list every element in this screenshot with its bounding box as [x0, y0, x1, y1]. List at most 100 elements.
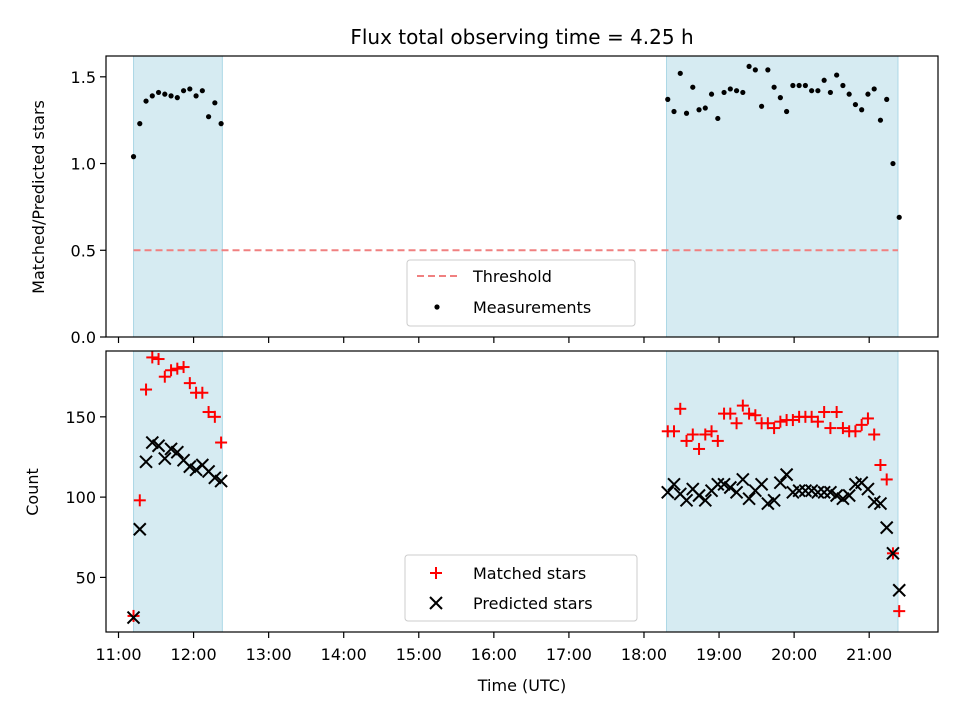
measurement-point — [218, 121, 224, 127]
observing-window-1 — [666, 55, 899, 338]
measurement-point — [715, 115, 721, 122]
predicted-star-point — [873, 496, 888, 511]
predicted-star-point — [736, 472, 750, 487]
measurement-point — [896, 214, 902, 220]
measurement-point — [130, 154, 137, 160]
measurement-point — [683, 110, 690, 116]
matched-star-point — [811, 415, 824, 428]
predicted-star-point — [208, 471, 222, 485]
predicted-star-point — [679, 493, 694, 508]
bottom-plot-frame — [105, 350, 939, 633]
measurement-point — [765, 67, 771, 73]
measurement-point — [137, 121, 143, 127]
predicted-star-point — [183, 459, 197, 474]
bottom-legend-matched-label: Matched stars — [473, 564, 586, 583]
measurement-point — [727, 86, 733, 92]
matched-star-point — [674, 402, 687, 415]
measurement-point — [802, 82, 808, 89]
top-y-tick-label: 0.5 — [71, 241, 96, 260]
matched-star-point — [686, 428, 699, 441]
measurement-point — [796, 82, 802, 89]
measurement-point — [193, 93, 199, 99]
matched-star-point — [855, 418, 868, 431]
measurement-point — [865, 91, 871, 97]
predicted-star-point — [158, 451, 172, 466]
matched-star-point — [874, 459, 887, 472]
predicted-star-point — [892, 583, 906, 597]
matched-star-point — [177, 361, 190, 374]
matched-star-point — [208, 410, 221, 423]
measurement-point — [827, 89, 834, 96]
predicted-star-point — [879, 520, 894, 535]
measurement-point — [180, 88, 187, 94]
measurement-point — [777, 95, 783, 101]
bottom-count-points — [126, 351, 906, 625]
measurement-point — [834, 72, 840, 78]
bottom-observing-windows — [133, 350, 899, 633]
predicted-star-point — [189, 463, 203, 477]
top-legend-measurements-label: Measurements — [473, 298, 591, 317]
measurement-point — [149, 93, 155, 99]
matched-star-point — [668, 425, 681, 438]
top-y-axis: 0.0 0.5 1.0 1.5 — [71, 68, 106, 347]
measurement-point — [199, 88, 205, 94]
matched-star-point — [680, 434, 693, 447]
measurement-point — [884, 96, 890, 102]
top-measurement-points — [130, 63, 902, 220]
predicted-star-point — [723, 480, 738, 495]
predicted-star-point — [836, 492, 850, 506]
measurement-point — [752, 67, 758, 73]
bottom-legend-predicted-label: Predicted stars — [473, 594, 593, 613]
predicted-star-point — [861, 482, 875, 496]
measurement-point — [758, 103, 765, 109]
matched-star-point — [824, 422, 837, 435]
bottom-x-tick-label: 13:00 — [246, 645, 292, 664]
predicted-star-point — [842, 488, 856, 503]
matched-star-point — [158, 370, 171, 383]
measurement-point — [168, 93, 174, 99]
measurement-point — [852, 101, 859, 108]
bottom-x-tick-label: 21:00 — [846, 645, 892, 664]
predicted-star-point — [145, 435, 159, 450]
measurement-point — [677, 70, 683, 76]
top-legend-measurements-swatch — [434, 304, 440, 310]
matched-star-point — [202, 406, 215, 419]
predicted-star-point — [817, 485, 831, 500]
measurement-point — [790, 82, 796, 89]
matched-star-point — [836, 422, 849, 435]
matched-star-point — [736, 399, 749, 412]
measurement-point — [212, 100, 218, 106]
matched-star-point — [805, 410, 818, 423]
observing-window-0 — [133, 55, 223, 338]
bottom-x-tick-label: 15:00 — [396, 645, 442, 664]
predicted-star-point — [886, 546, 900, 561]
bottom-y-tick-label: 100 — [65, 488, 96, 507]
top-y-tick-label: 1.5 — [71, 68, 96, 87]
measurement-point — [840, 82, 846, 89]
bottom-legend-predicted-swatch — [429, 596, 443, 610]
matched-star-point — [133, 494, 146, 507]
predicted-star-point — [164, 442, 178, 456]
top-legend-box — [406, 259, 636, 327]
predicted-star-point — [717, 477, 731, 491]
chart-title: Flux total observing time = 4.25 h — [350, 25, 693, 49]
matched-star-point — [830, 406, 843, 419]
predicted-star-point — [133, 522, 147, 536]
predicted-star-point — [754, 477, 769, 491]
bottom-x-axis-label: Time (UTC) — [477, 676, 566, 695]
measurement-point — [846, 91, 852, 97]
predicted-star-point — [742, 492, 756, 506]
measurement-point — [746, 63, 752, 70]
bottom-x-tick-label: 12:00 — [171, 645, 217, 664]
bottom-x-axis: 11:00 12:00 13:00 14:00 15:00 16:00 17:00 18:00… — [95, 632, 892, 664]
matched-star-point — [880, 473, 893, 486]
bottom-x-tick-label: 11:00 — [95, 645, 141, 664]
measurement-point — [877, 117, 884, 123]
measurement-point — [859, 107, 865, 113]
matched-star-point — [146, 351, 159, 364]
bottom-legend-box — [404, 554, 638, 622]
measurement-point — [702, 105, 708, 111]
predicted-star-point — [792, 483, 806, 498]
predicted-star-point — [170, 445, 185, 459]
matched-star-point — [861, 412, 874, 425]
